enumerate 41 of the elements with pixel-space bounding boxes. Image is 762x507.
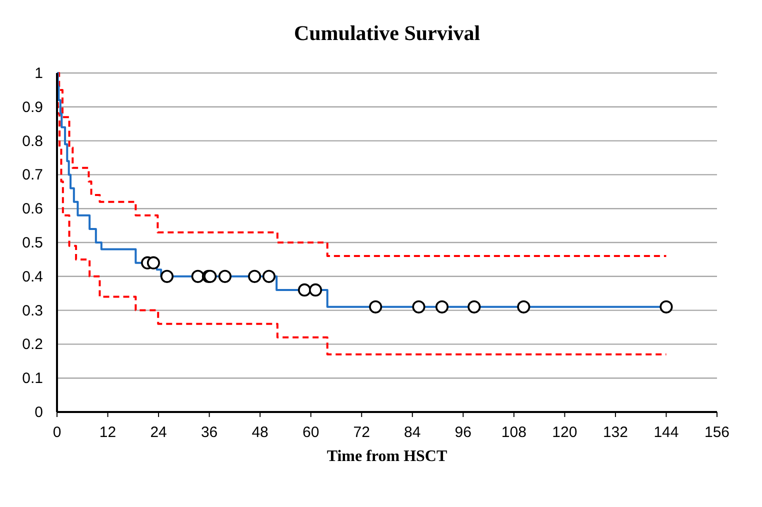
x-tick-label: 12 <box>99 424 116 441</box>
point <box>160 270 174 283</box>
x-tick-label: 60 <box>302 424 320 441</box>
y-tick-label: 0.3 <box>22 302 43 320</box>
x-tick-label: 156 <box>704 424 730 441</box>
x-tick-label: 72 <box>353 424 370 441</box>
x-tick-label: 36 <box>200 424 218 441</box>
x-tick-label: 108 <box>501 424 526 441</box>
y-tick-label: 0.7 <box>22 166 43 184</box>
x-tick-label: 24 <box>150 424 167 441</box>
x-tick-label: 48 <box>252 424 268 441</box>
x-tick-label: 120 <box>552 424 578 441</box>
x-tick-label: 144 <box>654 424 679 441</box>
point <box>308 283 322 296</box>
y-tick-label: 0.2 <box>22 336 43 354</box>
y-tick-label: 0.8 <box>22 132 43 150</box>
x-tick-label: 96 <box>454 424 472 441</box>
y-tick-label: 0.1 <box>22 370 43 388</box>
point <box>435 300 449 314</box>
y-tick-label: 0.9 <box>22 98 43 116</box>
x-tick-label: 132 <box>602 424 628 441</box>
point <box>191 270 204 283</box>
point <box>218 270 232 283</box>
x-tick-label: 84 <box>404 424 421 441</box>
point <box>298 283 312 296</box>
point <box>146 256 160 270</box>
y-tick-label: 0.5 <box>22 234 43 252</box>
point <box>468 300 481 314</box>
point <box>262 270 276 283</box>
x-axis-title: Time from HSCT <box>326 448 448 465</box>
y-tick-label: 1 <box>34 65 43 82</box>
point <box>660 300 673 314</box>
point <box>369 300 382 314</box>
y-tick-label: 0.6 <box>22 200 43 218</box>
y-tick-label: 0.4 <box>22 268 43 286</box>
point <box>412 300 426 314</box>
x-tick-label: 0 <box>52 424 62 441</box>
point <box>248 270 262 283</box>
y-tick-label: 0 <box>34 404 43 421</box>
chart-title: Cumulative Survival <box>294 21 480 45</box>
point <box>517 300 530 314</box>
